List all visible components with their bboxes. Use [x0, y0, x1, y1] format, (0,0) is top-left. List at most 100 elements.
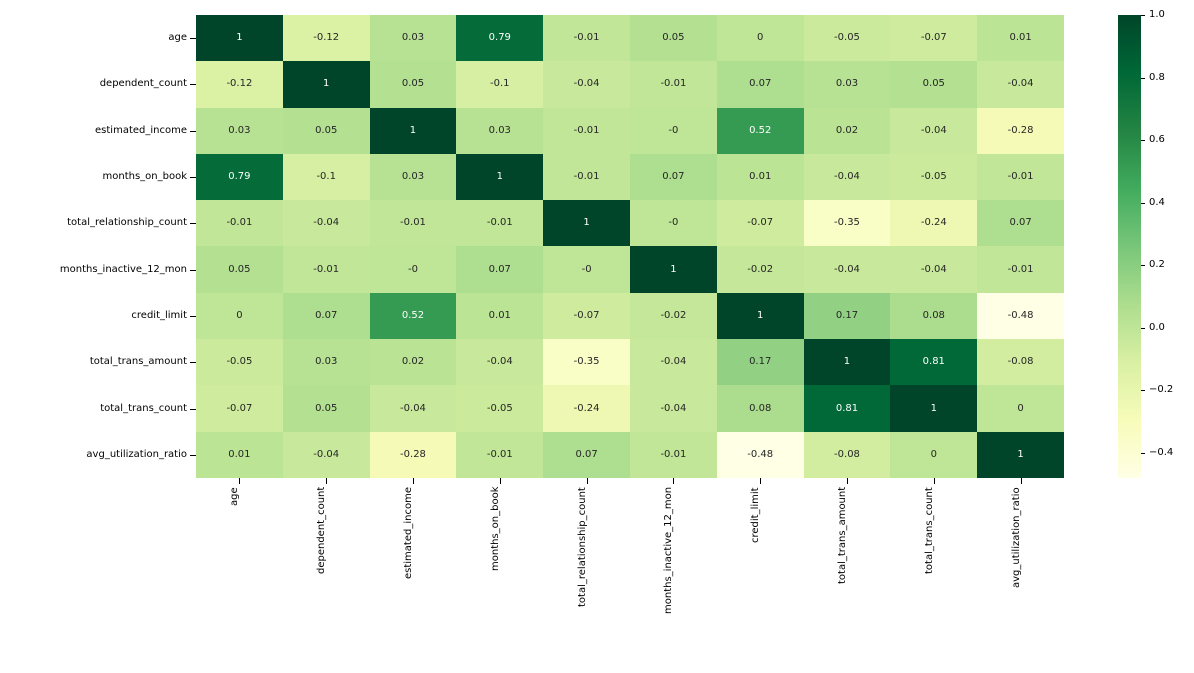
heatmap-cell-dependent_count-dependent_count: 1: [282, 61, 370, 108]
x-tick-mark: [326, 478, 327, 484]
x-tick-mark: [760, 478, 761, 484]
heatmap-cell-months_on_book-age: 0.79: [196, 153, 283, 201]
y-tick-label-age: age: [168, 32, 187, 44]
heatmap-cell-total_relationship_count-credit_limit: -0.07: [716, 200, 804, 247]
heatmap-cell-credit_limit-total_trans_amount: 0.17: [803, 292, 891, 340]
heatmap-cell-age-credit_limit: 0: [716, 15, 804, 62]
heatmap-cell-months_inactive_12_mon-credit_limit: -0.02: [716, 246, 804, 293]
heatmap-cell-avg_utilization_ratio-total_relationship_count: 0.07: [543, 431, 630, 478]
heatmap-cell-months_inactive_12_mon-dependent_count: -0.01: [282, 246, 370, 293]
x-tick-label-months_on_book: months_on_book: [489, 487, 501, 572]
colorbar-tick-mark: [1141, 390, 1145, 391]
heatmap-cell-avg_utilization_ratio-total_trans_amount: -0.08: [803, 431, 891, 478]
heatmap-cell-months_on_book-dependent_count: -0.1: [282, 153, 370, 201]
heatmap-cell-total_relationship_count-dependent_count: -0.04: [282, 200, 370, 247]
y-tick-mark: [190, 362, 196, 363]
heatmap-cell-avg_utilization_ratio-dependent_count: -0.04: [282, 431, 370, 478]
x-tick-label-total_trans_amount: total_trans_amount: [837, 487, 848, 585]
x-tick-mark: [1021, 478, 1022, 484]
heatmap-cell-months_on_book-months_inactive_12_mon: 0.07: [630, 153, 717, 201]
heatmap-cell-credit_limit-credit_limit: 1: [716, 292, 804, 340]
heatmap-cell-total_trans_count-total_trans_amount: 0.81: [803, 385, 891, 432]
heatmap-cell-dependent_count-estimated_income: 0.05: [369, 61, 457, 108]
heatmap-cell-months_inactive_12_mon-estimated_income: -0: [369, 246, 457, 293]
x-tick-label-total_trans_count: total_trans_count: [923, 487, 935, 574]
heatmap-cell-estimated_income-months_on_book: 0.03: [456, 107, 544, 154]
heatmap-cell-credit_limit-months_on_book: 0.01: [456, 292, 544, 340]
x-tick-mark: [587, 478, 588, 484]
heatmap-cell-age-total_trans_count: -0.07: [890, 15, 978, 62]
x-tick-mark: [500, 478, 501, 484]
y-tick-mark: [190, 455, 196, 456]
heatmap-cell-credit_limit-age: 0: [196, 292, 283, 340]
x-tick-mark: [847, 478, 848, 484]
heatmap-cell-credit_limit-total_relationship_count: -0.07: [543, 292, 630, 340]
heatmap-cell-estimated_income-total_trans_amount: 0.02: [803, 107, 891, 154]
heatmap-cell-total_relationship_count-months_inactive_12_mon: -0: [630, 200, 717, 247]
heatmap-cell-dependent_count-months_on_book: -0.1: [456, 61, 544, 108]
heatmap-grid: 1 -0.12 0.03 0.79 -0.01 0.05 0 -0.05 -0.07 0.01 -0…: [196, 15, 1064, 478]
y-tick-mark: [190, 38, 196, 39]
x-tick-mark: [413, 478, 414, 484]
heatmap-cell-credit_limit-avg_utilization_ratio: -0.48: [977, 292, 1064, 340]
heatmap-cell-total_trans_amount-months_inactive_12_mon: -0.04: [630, 339, 717, 386]
heatmap-cell-estimated_income-total_relationship_count: -0.01: [543, 107, 630, 154]
colorbar-tick-mark: [1141, 453, 1145, 454]
heatmap-cell-total_trans_amount-months_on_book: -0.04: [456, 339, 544, 386]
y-tick-mark: [190, 84, 196, 85]
colorbar-tick-mark: [1141, 78, 1145, 79]
heatmap-cell-age-dependent_count: -0.12: [282, 15, 370, 62]
colorbar-tick-mark: [1141, 15, 1145, 16]
heatmap-cell-months_on_book-avg_utilization_ratio: -0.01: [977, 153, 1064, 201]
heatmap-cell-total_trans_amount-total_trans_amount: 1: [803, 339, 891, 386]
heatmap-cell-age-total_relationship_count: -0.01: [543, 15, 630, 62]
x-tick-label-avg_utilization_ratio: avg_utilization_ratio: [1010, 487, 1022, 588]
heatmap-cell-credit_limit-total_trans_count: 0.08: [890, 292, 978, 340]
heatmap-cell-total_trans_amount-age: -0.05: [196, 339, 283, 386]
heatmap-cell-total_trans_count-estimated_income: -0.04: [369, 385, 457, 432]
y-tick-label-estimated_income: estimated_income: [95, 124, 187, 136]
heatmap-cell-total_trans_amount-dependent_count: 0.03: [282, 339, 370, 386]
heatmap-cell-months_on_book-months_on_book: 1: [456, 153, 544, 201]
heatmap-cell-total_relationship_count-total_trans_count: -0.24: [890, 200, 978, 247]
colorbar-tick-mark: [1141, 328, 1145, 329]
heatmap-cell-estimated_income-months_inactive_12_mon: -0: [630, 107, 717, 154]
heatmap-cell-months_on_book-total_relationship_count: -0.01: [543, 153, 630, 201]
colorbar-tick-mark: [1141, 140, 1145, 141]
y-tick-label-total_trans_amount: total_trans_amount: [89, 356, 187, 368]
heatmap-cell-dependent_count-total_relationship_count: -0.04: [543, 61, 630, 108]
x-tick-label-months_inactive_12_mon: months_inactive_12_mon: [663, 487, 675, 615]
heatmap-cell-avg_utilization_ratio-months_on_book: -0.01: [456, 431, 544, 478]
heatmap-cell-total_trans_count-months_on_book: -0.05: [456, 385, 544, 432]
heatmap-cell-months_inactive_12_mon-avg_utilization_ratio: -0.01: [977, 246, 1064, 293]
heatmap-cell-age-total_trans_amount: -0.05: [803, 15, 891, 62]
heatmap-cell-total_relationship_count-total_trans_amount: -0.35: [803, 200, 891, 247]
heatmap-cell-avg_utilization_ratio-total_trans_count: 0: [890, 431, 978, 478]
x-tick-mark: [239, 478, 240, 484]
heatmap-cell-months_inactive_12_mon-total_trans_amount: -0.04: [803, 246, 891, 293]
colorbar-tick-label: 0.8: [1149, 71, 1165, 83]
heatmap-cell-dependent_count-age: -0.12: [196, 61, 283, 108]
heatmap-cell-total_trans_amount-total_relationship_count: -0.35: [543, 339, 630, 386]
y-tick-mark: [190, 316, 196, 317]
x-tick-mark: [673, 478, 674, 484]
heatmap-cell-total_relationship_count-months_on_book: -0.01: [456, 200, 544, 247]
x-tick-label-dependent_count: dependent_count: [316, 487, 328, 575]
x-tick-label-age: age: [229, 487, 241, 506]
heatmap-cell-estimated_income-dependent_count: 0.05: [282, 107, 370, 154]
heatmap-cell-months_inactive_12_mon-months_inactive_12_mon: 1: [630, 246, 717, 293]
heatmap-cell-total_trans_amount-credit_limit: 0.17: [716, 339, 804, 386]
heatmap-cell-dependent_count-total_trans_count: 0.05: [890, 61, 978, 108]
heatmap-cell-total_trans_count-age: -0.07: [196, 385, 283, 432]
heatmap-cell-months_inactive_12_mon-total_trans_count: -0.04: [890, 246, 978, 293]
heatmap-cell-estimated_income-age: 0.03: [196, 107, 283, 154]
colorbar-tick-mark: [1141, 203, 1145, 204]
y-tick-label-avg_utilization_ratio: avg_utilization_ratio: [86, 448, 187, 460]
heatmap-cell-credit_limit-estimated_income: 0.52: [369, 292, 457, 340]
heatmap-cell-total_trans_amount-avg_utilization_ratio: -0.08: [977, 339, 1064, 386]
y-tick-mark: [190, 223, 196, 224]
heatmap-cell-age-estimated_income: 0.03: [369, 15, 457, 62]
heatmap-cell-total_trans_count-total_relationship_count: -0.24: [543, 385, 630, 432]
y-tick-mark: [190, 177, 196, 178]
